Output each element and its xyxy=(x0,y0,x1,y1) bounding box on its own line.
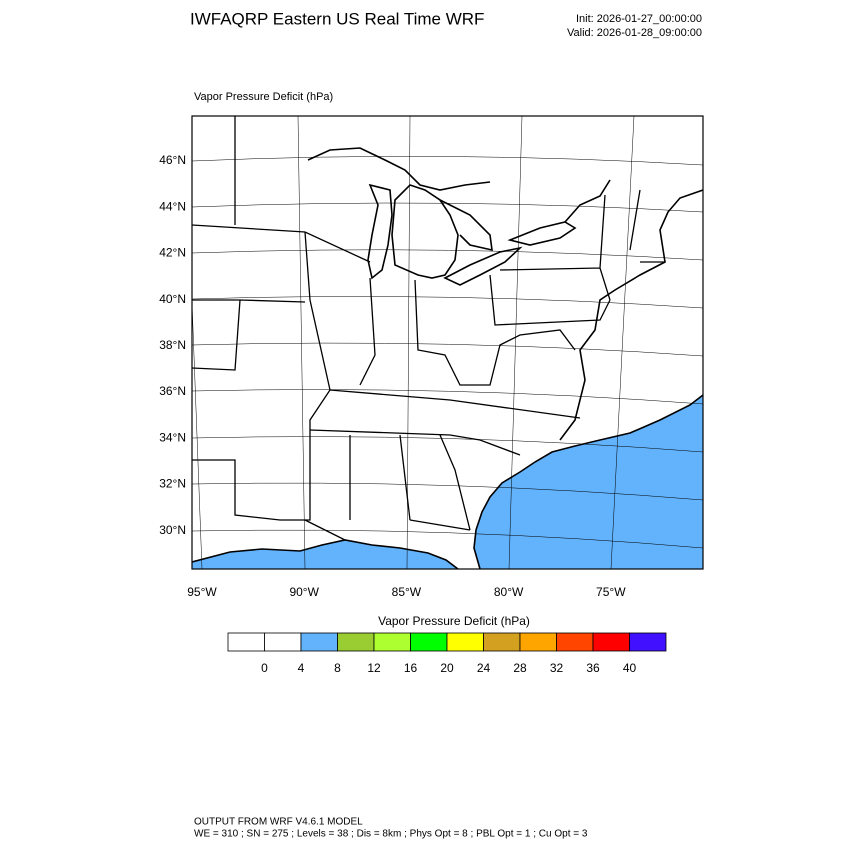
colorbar-box xyxy=(337,632,375,652)
lon-label: 90°W xyxy=(289,585,319,599)
colorbar-box xyxy=(410,632,448,652)
colorbar-box xyxy=(556,632,594,652)
colorbar-label: 28 xyxy=(513,661,527,675)
lat-label: 44°N xyxy=(159,199,186,213)
lon-label: 95°W xyxy=(187,585,217,599)
lon-label: 85°W xyxy=(392,585,422,599)
colorbar-title: Vapor Pressure Deficit (hPa) xyxy=(378,614,530,628)
valid-time: Valid: 2026-01-28_09:00:00 xyxy=(567,27,702,39)
colorbar-label: 36 xyxy=(586,661,600,675)
colorbar-label: 0 xyxy=(261,661,268,675)
colorbar-box xyxy=(629,632,667,652)
lon-label: 80°W xyxy=(494,585,524,599)
lat-label: 46°N xyxy=(159,153,186,167)
colorbar-box xyxy=(227,632,265,652)
lon-label: 75°W xyxy=(596,585,626,599)
map xyxy=(191,115,704,570)
colorbar: 0 4 8 12 16 20 24 28 32 36 40 xyxy=(227,632,667,675)
lat-label: 34°N xyxy=(159,430,186,444)
colorbar-box xyxy=(483,632,521,652)
colorbar-box xyxy=(592,632,630,652)
lat-label: 42°N xyxy=(159,246,186,260)
colorbar-label: 4 xyxy=(298,661,305,675)
colorbar-label: 12 xyxy=(367,661,381,675)
colorbar-label: 40 xyxy=(623,661,637,675)
footer-line: WE = 310 ; SN = 275 ; Levels = 38 ; Dis … xyxy=(194,829,588,840)
colorbar-box xyxy=(300,632,338,652)
colorbar-box xyxy=(519,632,557,652)
colorbar-label: 32 xyxy=(550,661,564,675)
lat-label: 30°N xyxy=(159,523,186,537)
lat-label: 36°N xyxy=(159,384,186,398)
colorbar-label: 16 xyxy=(404,661,418,675)
field-label: Vapor Pressure Deficit (hPa) xyxy=(194,91,333,103)
colorbar-label: 8 xyxy=(334,661,341,675)
graticule xyxy=(192,116,703,569)
lat-label: 38°N xyxy=(159,338,186,352)
init-time: Init: 2026-01-27_00:00:00 xyxy=(576,13,702,25)
colorbar-label: 24 xyxy=(477,661,491,675)
map-frame xyxy=(191,115,704,570)
colorbar-box xyxy=(373,632,411,652)
title: IWFAQRP Eastern US Real Time WRF xyxy=(190,9,484,28)
colorbar-box xyxy=(446,632,484,652)
coastlines xyxy=(192,147,703,569)
footer-line: OUTPUT FROM WRF V4.6.1 MODEL xyxy=(194,817,363,828)
atlantic-ocean xyxy=(474,395,703,569)
lat-label: 40°N xyxy=(159,292,186,306)
lat-label: 32°N xyxy=(159,477,186,491)
colorbar-label: 20 xyxy=(440,661,454,675)
colorbar-box xyxy=(264,632,302,652)
state-borders xyxy=(192,116,665,541)
